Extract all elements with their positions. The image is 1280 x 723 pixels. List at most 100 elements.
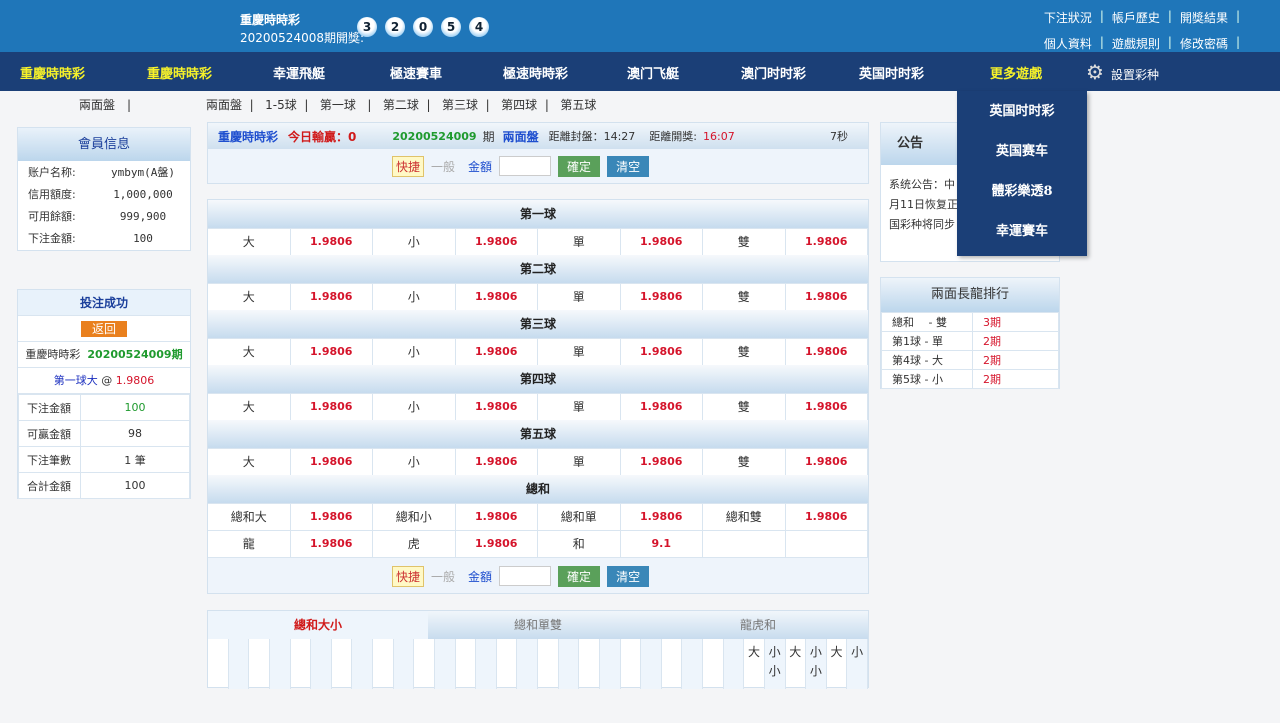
history-tab[interactable]: 總和大小 [208, 611, 428, 639]
bet-option-odds[interactable]: 1.9806 [621, 504, 703, 530]
nav-item[interactable]: 極速賽車 [390, 67, 443, 82]
bet-option-label[interactable]: 小 [373, 284, 456, 310]
bet-option-label[interactable]: 小 [373, 449, 456, 475]
history-tab[interactable]: 龍虎和 [648, 611, 868, 639]
bet-option-odds[interactable]: 1.9806 [786, 449, 868, 475]
bet-option-label[interactable]: 單 [538, 394, 621, 420]
bet-option-odds[interactable]: 1.9806 [291, 284, 373, 310]
link-change-password[interactable]: 修改密碼 [1179, 37, 1228, 51]
bet-option-label[interactable]: 單 [538, 449, 621, 475]
bet-option-odds[interactable]: 1.9806 [786, 284, 868, 310]
bet-option-label[interactable]: 大 [208, 284, 291, 310]
bet-option-label[interactable]: 雙 [703, 229, 786, 255]
bet-option-odds[interactable]: 1.9806 [291, 339, 373, 365]
nav-item[interactable]: 重慶時時彩 [147, 67, 213, 82]
bet-option-label[interactable]: 總和大 [208, 504, 291, 530]
nav-item[interactable]: 極速時時彩 [503, 67, 569, 82]
dropdown-item[interactable]: 體彩樂透8 [991, 184, 1053, 199]
bet-option-odds[interactable]: 1.9806 [456, 449, 538, 475]
nav-more-games[interactable]: 更多遊戲 [990, 67, 1043, 82]
bet-option-label[interactable]: 和 [538, 531, 621, 557]
nav-item[interactable]: 澳门飞艇 [627, 67, 680, 82]
bet-option-label[interactable]: 總和雙 [703, 504, 786, 530]
nav-item[interactable]: 幸運飛艇 [273, 67, 326, 82]
bet-option-label[interactable]: 虎 [373, 531, 456, 557]
confirm-button[interactable]: 確定 [558, 155, 601, 177]
bet-option-odds[interactable]: 1.9806 [786, 504, 868, 530]
bet-option-label[interactable]: 雙 [703, 284, 786, 310]
settings-link[interactable]: 設置彩种 [1111, 68, 1160, 82]
bet-option-odds[interactable]: 1.9806 [291, 449, 373, 475]
dropdown-item[interactable]: 英国时时彩 [989, 104, 1055, 119]
bet-option-label[interactable]: 單 [538, 339, 621, 365]
subnav-item[interactable]: 兩面盤 [79, 98, 116, 112]
subnav-item[interactable]: 第四球 [501, 98, 538, 112]
link-bet-status[interactable]: 下注狀況 [1043, 11, 1092, 25]
subnav-item[interactable]: 兩面盤 [206, 98, 243, 112]
brand: 重慶時時彩 20200524008期開獎: [240, 11, 364, 46]
confirm-button[interactable]: 確定 [558, 565, 601, 587]
bet-option-label[interactable]: 雙 [703, 339, 786, 365]
bet-option-odds[interactable]: 1.9806 [456, 504, 538, 530]
amount-input[interactable] [499, 566, 552, 586]
bet-option-label[interactable]: 總和單 [538, 504, 621, 530]
quick-mode-tab[interactable]: 快捷 [392, 155, 425, 177]
bet-option-odds[interactable]: 1.9806 [621, 339, 703, 365]
bet-option-odds[interactable]: 1.9806 [621, 394, 703, 420]
quick-mode-tab[interactable]: 快捷 [392, 565, 425, 587]
bet-option-odds[interactable]: 1.9806 [786, 339, 868, 365]
history-cell [599, 639, 621, 689]
dropdown-item[interactable]: 英国赛车 [995, 144, 1048, 159]
refresh-timer[interactable]: 7秒 [830, 130, 848, 143]
bet-option-odds[interactable]: 1.9806 [786, 394, 868, 420]
normal-mode-tab[interactable]: 一般 [431, 159, 456, 174]
bet-option-odds[interactable]: 1.9806 [456, 394, 538, 420]
link-profile[interactable]: 個人資料 [1043, 37, 1092, 51]
link-rules[interactable]: 遊戲規則 [1111, 37, 1160, 51]
bet-option-odds[interactable]: 1.9806 [291, 394, 373, 420]
bet-option-label[interactable]: 總和小 [373, 504, 456, 530]
dropdown-item[interactable]: 幸運賽车 [995, 224, 1048, 239]
bet-option-odds[interactable]: 1.9806 [291, 504, 373, 530]
back-button[interactable]: 返回 [80, 321, 127, 337]
bet-option-label[interactable]: 雙 [703, 449, 786, 475]
nav-item[interactable]: 英国时时彩 [859, 67, 925, 82]
bet-option-label[interactable]: 小 [373, 339, 456, 365]
subnav-item[interactable]: 第五球 [560, 98, 597, 112]
bet-option-odds[interactable]: 1.9806 [456, 284, 538, 310]
bet-option-odds[interactable]: 9.1 [621, 531, 703, 557]
gear-icon[interactable]: ⚙ [1086, 60, 1104, 84]
bet-option-label[interactable]: 大 [208, 229, 291, 255]
clear-button[interactable]: 清空 [607, 155, 650, 177]
bet-option-label[interactable]: 小 [373, 394, 456, 420]
bet-option-odds[interactable]: 1.9806 [456, 531, 538, 557]
subnav-item[interactable]: 第二球 [382, 98, 419, 112]
bet-option-odds[interactable]: 1.9806 [621, 449, 703, 475]
bet-option-odds[interactable]: 1.9806 [456, 339, 538, 365]
link-account-history[interactable]: 帳戶歷史 [1111, 11, 1160, 25]
bet-option-label[interactable]: 大 [208, 394, 291, 420]
bet-option-label[interactable]: 雙 [703, 394, 786, 420]
subnav-item[interactable]: 1-5球 [265, 98, 297, 112]
clear-button[interactable]: 清空 [607, 565, 650, 587]
bet-option-odds[interactable]: 1.9806 [621, 229, 703, 255]
bet-option-label[interactable]: 大 [208, 339, 291, 365]
subnav-item[interactable]: 第一球 [319, 98, 356, 112]
bet-option-label[interactable]: 單 [538, 229, 621, 255]
bet-option-odds[interactable]: 1.9806 [291, 229, 373, 255]
link-results[interactable]: 開獎結果 [1179, 11, 1228, 25]
bet-option-label[interactable]: 大 [208, 449, 291, 475]
nav-item[interactable]: 澳门时时彩 [741, 67, 807, 82]
bet-option-odds[interactable]: 1.9806 [786, 229, 868, 255]
bet-option-label[interactable]: 小 [373, 229, 456, 255]
subnav-item[interactable]: 第三球 [442, 98, 479, 112]
normal-mode-tab[interactable]: 一般 [431, 569, 456, 584]
nav-item[interactable]: 重慶時時彩 [20, 67, 86, 82]
bet-option-label[interactable]: 單 [538, 284, 621, 310]
bet-option-odds[interactable]: 1.9806 [456, 229, 538, 255]
bet-option-label[interactable]: 龍 [208, 531, 291, 557]
bet-option-odds[interactable]: 1.9806 [621, 284, 703, 310]
history-tab[interactable]: 總和單雙 [428, 611, 648, 639]
bet-option-odds[interactable]: 1.9806 [291, 531, 373, 557]
amount-input[interactable] [499, 156, 552, 176]
